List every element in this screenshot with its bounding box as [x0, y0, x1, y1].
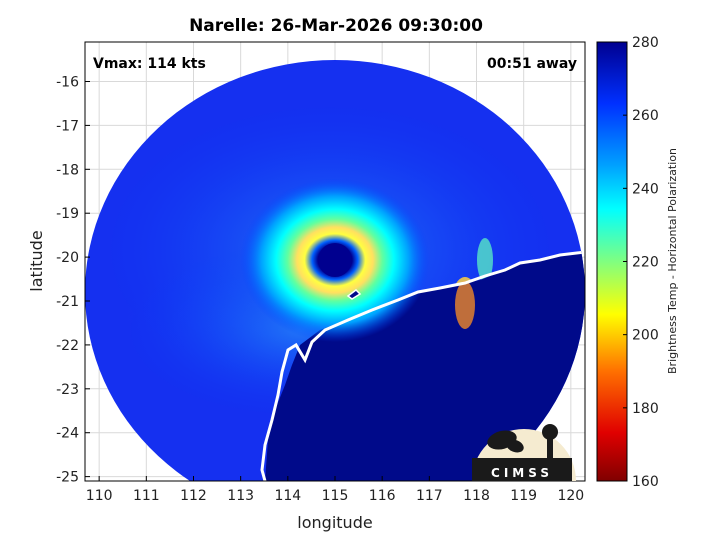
colorbar-scale [596, 41, 628, 482]
colorbar-tick-label: 160 [632, 474, 659, 490]
logo-dish [506, 439, 524, 453]
logo-building [472, 458, 572, 481]
chart-title: Narelle: 26-Mar-2026 09:30:00 [189, 16, 483, 36]
brightness-temp-swath [85, 60, 585, 481]
x-tick-label: 118 [463, 488, 490, 504]
x-tick-label: 115 [322, 488, 349, 504]
colorbar-tick-label: 200 [632, 328, 659, 344]
rainband [477, 238, 493, 282]
colorbar-tick-label: 280 [632, 35, 659, 51]
y-axis: -16 -17 -18 -19 -20 -21 -22 -23 -24 -25 [56, 75, 90, 486]
colorbar: 160 180 200 220 240 260 280 Brightness Temp - … [596, 35, 679, 490]
y-tick-label: -17 [56, 118, 79, 134]
colorbar-tick-label: 240 [632, 181, 659, 197]
colorbar-label: Brightness Temp - Horizontal Polarizatio… [666, 148, 679, 374]
x-tick-label: 119 [510, 488, 537, 504]
y-tick-label: -20 [56, 250, 79, 266]
logo-tower [547, 438, 553, 462]
x-tick-label: 113 [227, 488, 254, 504]
x-tick-label: 116 [369, 488, 396, 504]
plot-area: 110 111 112 113 114 115 116 117 118 119 120 -16 -17… [56, 41, 586, 504]
y-tick-label: -24 [56, 426, 79, 442]
colorbar-tick-label: 260 [632, 108, 659, 124]
colorbar-tick-label: 180 [632, 401, 659, 417]
y-tick-label: -25 [56, 470, 79, 486]
eye [318, 243, 352, 277]
island [346, 289, 362, 300]
x-tick-label: 120 [557, 488, 584, 504]
y-tick-label: -19 [56, 206, 79, 222]
land-region [265, 250, 585, 481]
x-tick-label: 114 [274, 488, 301, 504]
vmax-annotation: Vmax: 114 kts [93, 56, 206, 72]
logo-text: CIMSS [491, 466, 553, 480]
time-away-annotation: 00:51 away [487, 56, 577, 72]
x-axis: 110 111 112 113 114 115 116 117 118 119 120 [86, 476, 584, 504]
coastline [260, 250, 585, 481]
colorbar-ticks: 160 180 200 220 240 260 280 [623, 35, 659, 490]
rainband [455, 281, 475, 329]
colorbar-tick-label: 220 [632, 255, 659, 271]
x-tick-label: 110 [86, 488, 113, 504]
y-axis-label: latitude [27, 230, 46, 291]
x-tick-label: 112 [180, 488, 207, 504]
y-tick-label: -18 [56, 162, 79, 178]
x-axis-label: longitude [297, 513, 372, 532]
x-tick-label: 117 [416, 488, 443, 504]
y-tick-label: -21 [56, 294, 79, 310]
y-tick-label: -23 [56, 382, 79, 398]
y-tick-label: -22 [56, 338, 79, 354]
y-tick-label: -16 [56, 75, 79, 91]
cimss-logo: CIMSS [472, 424, 576, 481]
logo-tower [542, 424, 558, 440]
x-tick-label: 111 [133, 488, 160, 504]
